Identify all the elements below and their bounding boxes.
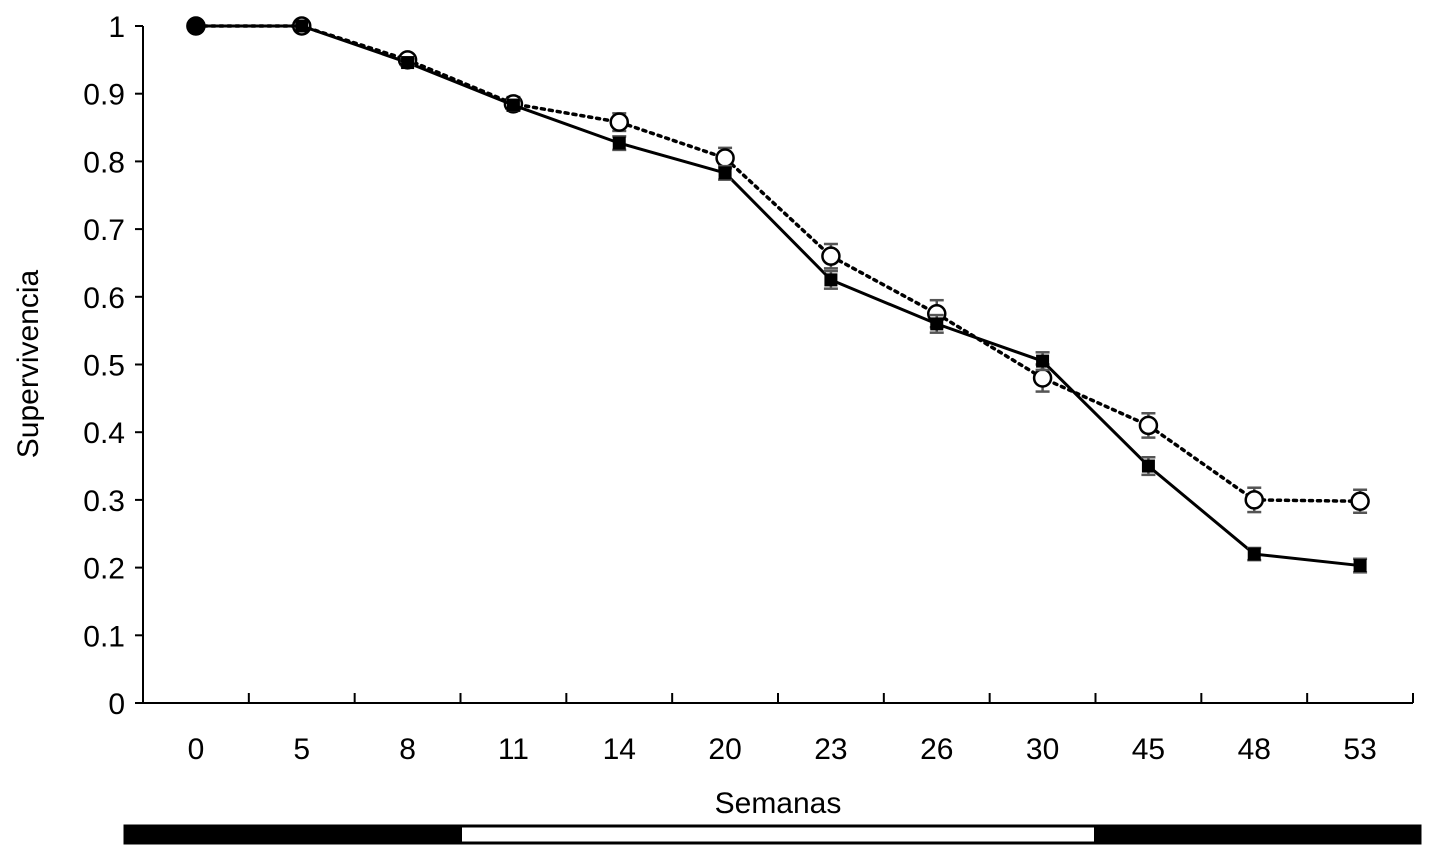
- data-point-circle: [715, 148, 735, 168]
- x-tick-label: 23: [814, 733, 847, 766]
- data-point-square: [1141, 459, 1155, 473]
- data-point-square: [1036, 354, 1050, 368]
- data-point-circle: [1138, 415, 1159, 436]
- x-ticks: 0 5 8 11 14 20 23 26 30 45 48 53: [142, 693, 1414, 766]
- data-point-square: [612, 136, 626, 150]
- series-line: [195, 24, 1361, 568]
- y-axis-title: Supervivencia: [12, 269, 45, 458]
- x-tick-label: 11: [498, 733, 529, 766]
- y-tick-label: 0: [108, 688, 125, 721]
- period-bar-segment: [123, 824, 462, 845]
- data-point-square: [930, 317, 944, 331]
- x-tick-label: 30: [1026, 733, 1059, 766]
- x-tick-label: 0: [188, 733, 205, 766]
- data-point-square: [824, 273, 838, 287]
- data-point-square: [295, 19, 309, 33]
- data-point-square: [401, 56, 415, 70]
- data-point-square: [1353, 559, 1367, 573]
- data-point-square: [506, 98, 520, 112]
- y-tick-label: 1: [108, 11, 125, 44]
- y-tick-label: 0.8: [83, 146, 125, 179]
- data-point-overlap: [186, 16, 206, 36]
- x-tick-label: 48: [1238, 733, 1271, 766]
- x-axis-title: Semanas: [715, 787, 842, 820]
- y-tick-label: 0.1: [83, 620, 125, 653]
- x-tick-label: 26: [920, 733, 953, 766]
- data-point-circle: [821, 246, 841, 266]
- period-bar-segment: [459, 824, 1097, 845]
- x-tick-label: 8: [399, 733, 416, 766]
- period-bar-segment: [1094, 824, 1422, 845]
- x-tick-label: 20: [708, 733, 741, 766]
- data-point-circle: [1032, 368, 1053, 388]
- y-tick-label: 0.3: [83, 485, 125, 518]
- y-tick-label: 0.2: [83, 553, 125, 586]
- y-tick-label: 0.5: [83, 350, 125, 383]
- data-point-square: [1247, 547, 1261, 561]
- y-tick-label: 0.4: [83, 417, 125, 450]
- axes: [142, 26, 1413, 704]
- series-layer: [186, 16, 1370, 574]
- y-tick-label: 0.6: [83, 282, 125, 315]
- x-tick-label: 5: [293, 733, 310, 766]
- data-point-square: [718, 166, 732, 180]
- y-tick-label: 0.7: [83, 214, 125, 247]
- x-tick-label: 14: [603, 733, 636, 766]
- y-ticks: 0 0.1 0.2 0.3 0.4 0.5 0.6 0.7 0.8 0.9 1: [83, 11, 143, 721]
- series-2: [186, 16, 1370, 515]
- data-point-circle: [1350, 491, 1370, 512]
- data-point-circle: [1244, 490, 1264, 510]
- series-1: [189, 19, 1368, 574]
- y-tick-label: 0.9: [83, 79, 125, 112]
- period-bar: [123, 824, 1422, 845]
- x-tick-label: 45: [1132, 733, 1165, 766]
- series-line: [194, 24, 1362, 504]
- x-tick-label: 53: [1343, 733, 1376, 766]
- data-point-circle: [609, 112, 629, 132]
